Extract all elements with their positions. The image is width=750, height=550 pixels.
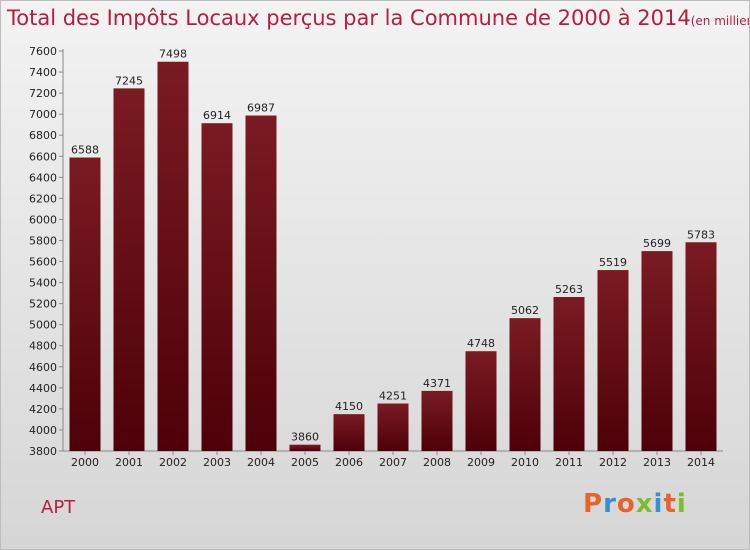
y-tick-label: 7000 [29, 108, 57, 121]
data-label-2010: 5062 [511, 304, 539, 317]
x-tick-label-2005: 2005 [291, 456, 319, 469]
x-tick-label-2006: 2006 [335, 456, 363, 469]
bar-2014 [685, 242, 717, 451]
x-tick-label-2009: 2009 [467, 456, 495, 469]
data-label-2008: 4371 [423, 377, 451, 390]
chart-title-main: Total des Impôts Locaux perçus par la Co… [7, 6, 691, 30]
y-tick-label: 5400 [29, 277, 57, 290]
brand-letter: P [583, 489, 604, 519]
data-label-2003: 6914 [203, 109, 231, 122]
x-tick-label-2012: 2012 [599, 456, 627, 469]
brand-letter: i [676, 489, 687, 519]
bar-2009 [465, 351, 497, 451]
x-tick-label-2008: 2008 [423, 456, 451, 469]
x-tick-label-2007: 2007 [379, 456, 407, 469]
y-tick-label: 6000 [29, 213, 57, 226]
y-tick-label: 4200 [29, 403, 57, 416]
bar-2004 [245, 115, 277, 452]
bar-2001 [113, 88, 145, 452]
bar-2002 [157, 61, 189, 451]
y-tick-label: 7200 [29, 87, 57, 100]
x-tick-label-2003: 2003 [203, 456, 231, 469]
y-tick-label: 5200 [29, 298, 57, 311]
y-tick-label: 5600 [29, 256, 57, 269]
data-label-2001: 7245 [115, 74, 143, 87]
x-tick-label-2010: 2010 [511, 456, 539, 469]
y-tick-label: 4400 [29, 382, 57, 395]
y-tick-label: 5800 [29, 234, 57, 247]
commune-name: APT [41, 497, 76, 518]
y-tick-label: 6400 [29, 171, 57, 184]
data-label-2000: 6588 [71, 144, 99, 157]
x-tick-label-2014: 2014 [687, 456, 715, 469]
y-tick-label: 7400 [29, 66, 57, 79]
y-tick-label: 7600 [29, 45, 57, 58]
y-tick-label: 3800 [29, 445, 57, 458]
data-label-2011: 5263 [555, 283, 583, 296]
y-tick-label: 6600 [29, 150, 57, 163]
x-tick-label-2000: 2000 [71, 456, 99, 469]
chart-title: Total des Impôts Locaux perçus par la Co… [7, 6, 749, 30]
bar-2011 [553, 297, 585, 451]
bar-2007 [377, 403, 409, 451]
brand-letter: o [616, 489, 636, 519]
bar-2005 [289, 444, 321, 451]
data-label-2014: 5783 [687, 228, 715, 241]
brand-logo: Proxiti [583, 489, 687, 519]
brand-letter: x [635, 489, 654, 519]
x-tick-label-2004: 2004 [247, 456, 275, 469]
y-tick-label: 6200 [29, 192, 57, 205]
bar-2008 [421, 390, 453, 451]
y-tick-label: 4600 [29, 361, 57, 374]
bar-2000 [69, 157, 101, 452]
data-label-2004: 6987 [247, 102, 275, 115]
x-tick-label-2011: 2011 [555, 456, 583, 469]
bar-2010 [509, 318, 541, 451]
data-label-2007: 4251 [379, 390, 407, 403]
y-tick-label: 4800 [29, 340, 57, 353]
bar-2012 [597, 270, 629, 451]
y-tick-label: 6800 [29, 129, 57, 142]
data-label-2006: 4150 [335, 400, 363, 413]
x-tick-label-2001: 2001 [115, 456, 143, 469]
brand-letter: i [653, 489, 664, 519]
bar-2013 [641, 251, 673, 451]
x-tick-label-2002: 2002 [159, 456, 187, 469]
data-label-2012: 5519 [599, 256, 627, 269]
y-tick-label: 4000 [29, 424, 57, 437]
bar-2003 [201, 123, 233, 452]
data-label-2005: 3860 [291, 431, 319, 444]
bar-2006 [333, 414, 365, 451]
x-tick-label-2013: 2013 [643, 456, 671, 469]
data-label-2002: 7498 [159, 48, 187, 61]
y-tick-label: 5000 [29, 319, 57, 332]
data-label-2013: 5699 [643, 237, 671, 250]
chart-title-unit: (en milliers d'€) [690, 14, 749, 28]
data-label-2009: 4748 [467, 337, 495, 350]
brand-letter: r [603, 489, 617, 519]
brand-letter: t [663, 489, 677, 519]
